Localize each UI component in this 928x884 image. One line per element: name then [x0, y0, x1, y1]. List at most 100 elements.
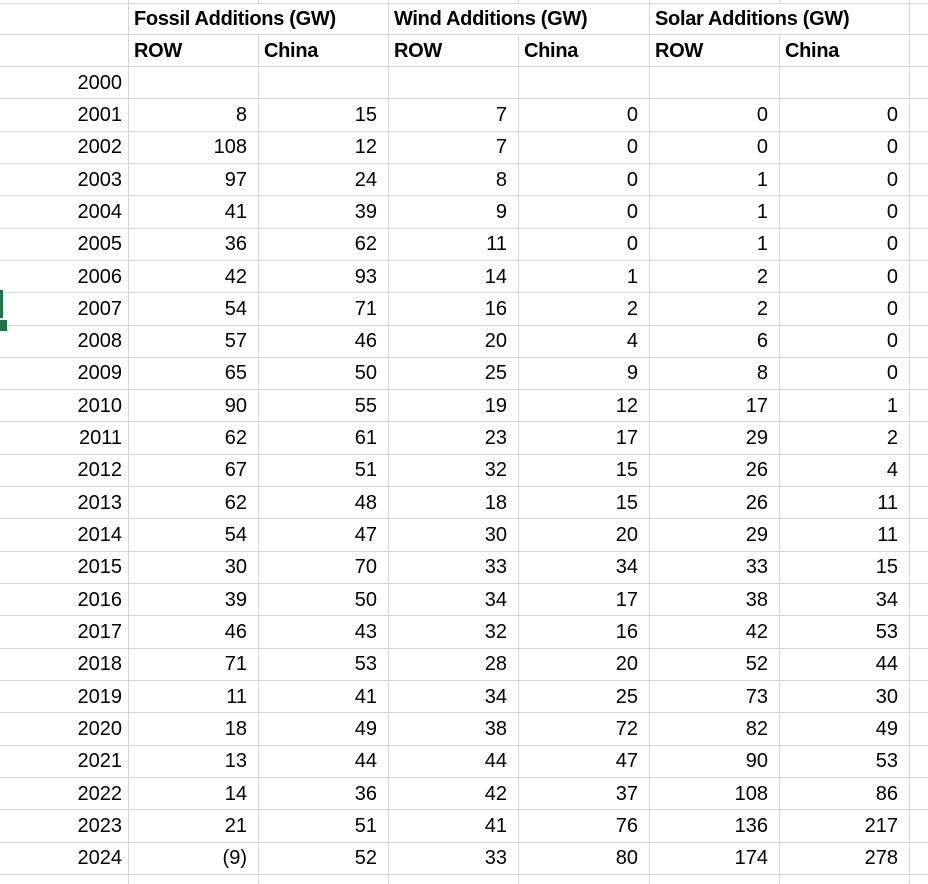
- value-cell[interactable]: 0: [519, 228, 650, 261]
- year-cell[interactable]: 2011: [0, 422, 129, 455]
- value-cell[interactable]: 57: [129, 325, 259, 358]
- value-cell[interactable]: 46: [259, 325, 389, 358]
- spacer-cell[interactable]: [0, 35, 129, 67]
- value-cell[interactable]: 0: [780, 228, 910, 261]
- value-cell[interactable]: 0: [519, 99, 650, 132]
- value-cell[interactable]: 13: [129, 745, 259, 778]
- value-cell[interactable]: 52: [650, 648, 780, 681]
- year-cell[interactable]: 2001: [0, 99, 129, 132]
- value-cell[interactable]: 36: [129, 228, 259, 261]
- selection-fill-handle[interactable]: [0, 320, 7, 331]
- value-cell[interactable]: 90: [650, 745, 780, 778]
- value-cell[interactable]: 23: [389, 422, 519, 455]
- value-cell[interactable]: 71: [129, 648, 259, 681]
- value-cell[interactable]: 26: [650, 487, 780, 520]
- value-cell[interactable]: 30: [389, 519, 519, 552]
- value-cell[interactable]: 17: [650, 390, 780, 423]
- partial-cell[interactable]: [910, 35, 928, 67]
- value-cell[interactable]: 54: [129, 293, 259, 326]
- value-cell[interactable]: 86: [780, 777, 910, 811]
- partial-cell[interactable]: [910, 680, 928, 714]
- value-cell[interactable]: 2: [519, 293, 650, 326]
- year-cell[interactable]: 2015: [0, 551, 129, 584]
- value-cell[interactable]: [129, 67, 259, 100]
- partial-cell[interactable]: [910, 260, 928, 294]
- value-cell[interactable]: 15: [259, 99, 389, 132]
- group-header-cell[interactable]: Solar Additions (GW): [650, 4, 910, 35]
- value-cell[interactable]: 20: [519, 519, 650, 552]
- value-cell[interactable]: 72: [519, 713, 650, 746]
- value-cell[interactable]: 11: [389, 228, 519, 261]
- value-cell[interactable]: 1: [650, 196, 780, 229]
- value-cell[interactable]: 41: [259, 680, 389, 714]
- value-cell[interactable]: 8: [650, 357, 780, 391]
- value-cell[interactable]: 12: [519, 390, 650, 423]
- partial-cell[interactable]: [910, 196, 928, 229]
- value-cell[interactable]: [389, 67, 519, 100]
- value-cell[interactable]: 17: [519, 584, 650, 617]
- value-cell[interactable]: [780, 67, 910, 100]
- year-cell[interactable]: 2009: [0, 357, 129, 391]
- partial-cell[interactable]: [910, 551, 928, 584]
- value-cell[interactable]: 70: [259, 551, 389, 584]
- value-cell[interactable]: 14: [129, 777, 259, 811]
- value-cell[interactable]: 11: [780, 519, 910, 552]
- partial-cell[interactable]: [780, 0, 910, 4]
- value-cell[interactable]: 0: [780, 357, 910, 391]
- group-header-cell[interactable]: Wind Additions (GW): [389, 4, 650, 35]
- partial-cell[interactable]: [389, 0, 519, 4]
- value-cell[interactable]: 1: [650, 163, 780, 197]
- partial-cell[interactable]: [0, 0, 129, 4]
- value-cell[interactable]: 7: [389, 99, 519, 132]
- value-cell[interactable]: 217: [780, 810, 910, 843]
- value-cell[interactable]: 33: [389, 842, 519, 875]
- value-cell[interactable]: 21: [129, 810, 259, 843]
- partial-cell[interactable]: [910, 293, 928, 326]
- value-cell[interactable]: 53: [780, 616, 910, 649]
- value-cell[interactable]: 6: [650, 325, 780, 358]
- value-cell[interactable]: 9: [519, 357, 650, 391]
- value-cell[interactable]: 32: [389, 616, 519, 649]
- value-cell[interactable]: 34: [389, 680, 519, 714]
- value-cell[interactable]: 4: [519, 325, 650, 358]
- value-cell[interactable]: 0: [780, 163, 910, 197]
- value-cell[interactable]: 20: [519, 648, 650, 681]
- partial-cell[interactable]: [910, 648, 928, 681]
- year-cell[interactable]: 2022: [0, 777, 129, 811]
- year-cell[interactable]: 2018: [0, 648, 129, 681]
- subheader-cell[interactable]: China: [519, 35, 650, 67]
- value-cell[interactable]: 65: [129, 357, 259, 391]
- year-cell[interactable]: 2000: [0, 67, 129, 100]
- partial-cell[interactable]: [910, 390, 928, 423]
- value-cell[interactable]: 42: [389, 777, 519, 811]
- value-cell[interactable]: 29: [650, 519, 780, 552]
- value-cell[interactable]: 108: [650, 777, 780, 811]
- value-cell[interactable]: 0: [519, 196, 650, 229]
- value-cell[interactable]: 37: [519, 777, 650, 811]
- partial-cell[interactable]: [910, 584, 928, 617]
- year-cell[interactable]: 2012: [0, 454, 129, 488]
- value-cell[interactable]: 61: [259, 422, 389, 455]
- value-cell[interactable]: 18: [389, 487, 519, 520]
- value-cell[interactable]: 93: [259, 260, 389, 294]
- value-cell[interactable]: 15: [780, 551, 910, 584]
- value-cell[interactable]: 41: [389, 810, 519, 843]
- value-cell[interactable]: 19: [389, 390, 519, 423]
- year-cell[interactable]: 2020: [0, 713, 129, 746]
- year-cell[interactable]: 2007: [0, 293, 129, 326]
- value-cell[interactable]: 8: [129, 99, 259, 132]
- partial-cell[interactable]: [910, 422, 928, 455]
- value-cell[interactable]: 1: [650, 228, 780, 261]
- value-cell[interactable]: 0: [780, 196, 910, 229]
- value-cell[interactable]: 0: [780, 325, 910, 358]
- partial-cell[interactable]: [910, 228, 928, 261]
- value-cell[interactable]: 16: [519, 616, 650, 649]
- value-cell[interactable]: 2: [780, 422, 910, 455]
- value-cell[interactable]: 11: [780, 487, 910, 520]
- value-cell[interactable]: 108: [129, 131, 259, 164]
- value-cell[interactable]: 11: [129, 680, 259, 714]
- year-cell[interactable]: 2017: [0, 616, 129, 649]
- subheader-cell[interactable]: China: [259, 35, 389, 67]
- partial-cell[interactable]: [910, 810, 928, 843]
- value-cell[interactable]: 53: [259, 648, 389, 681]
